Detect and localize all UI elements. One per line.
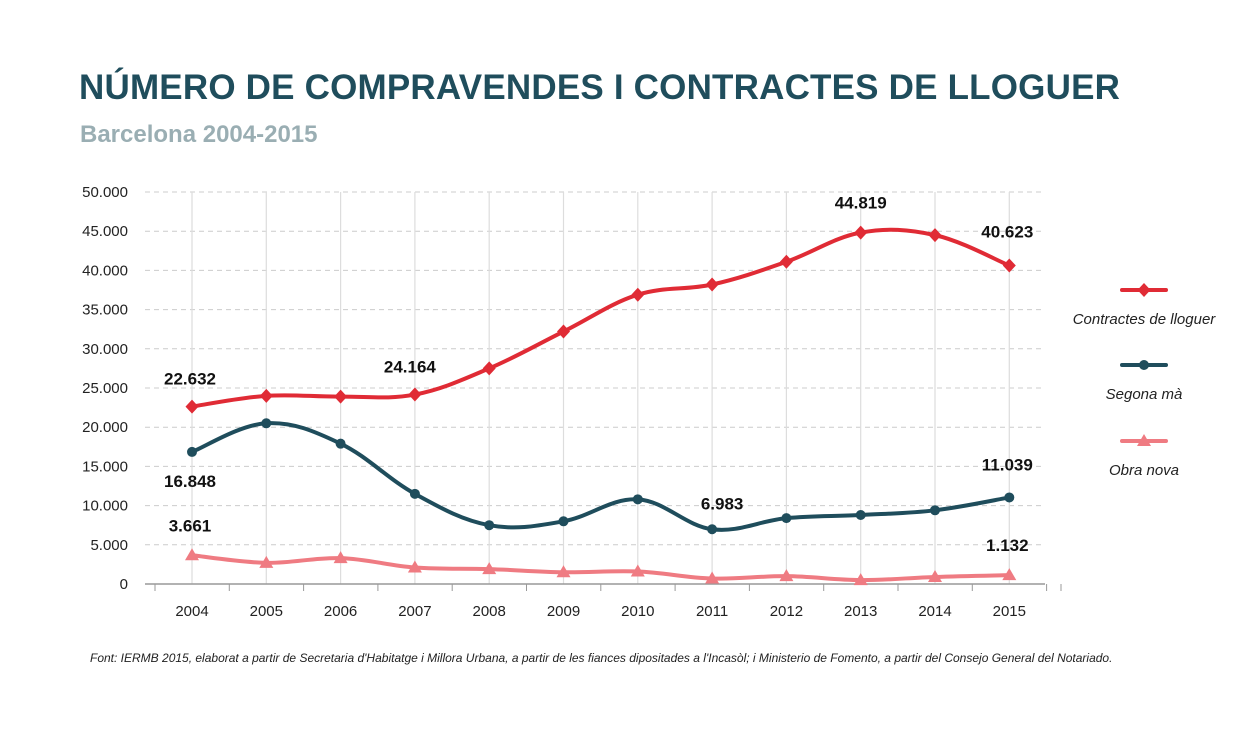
data-label: 3.661 <box>169 516 212 535</box>
data-point <box>854 225 868 240</box>
data-point <box>484 520 495 531</box>
data-point <box>630 564 645 577</box>
y-tick-label: 5.000 <box>90 537 128 554</box>
legend-marker <box>1137 283 1151 297</box>
data-label: 11.039 <box>982 455 1033 474</box>
data-point <box>928 228 942 243</box>
data-point <box>187 446 197 457</box>
legend-marker <box>1139 360 1149 370</box>
x-tick-label: 2009 <box>547 603 580 620</box>
x-tick-label: 2010 <box>621 603 654 620</box>
y-tick-label: 15.000 <box>82 458 128 475</box>
x-tick-label: 2006 <box>324 603 357 620</box>
data-point <box>335 438 346 449</box>
x-tick-label: 2012 <box>770 603 803 620</box>
x-tick-label: 2013 <box>844 603 877 620</box>
series-group <box>185 225 1017 586</box>
legend-item: Segona mà <box>1106 360 1183 403</box>
data-point <box>1002 568 1017 581</box>
grid <box>145 191 1045 584</box>
chart-title: NÚMERO DE COMPRAVENDES I CONTRACTES DE L… <box>79 68 1121 107</box>
data-point <box>855 510 866 521</box>
x-tick-label: 2008 <box>473 603 506 620</box>
data-point <box>781 513 792 524</box>
x-axis: 2004 2005 2006 2007 2008 2009 2010 2011 2012 2013… <box>145 583 1062 620</box>
y-tick-label: 50.000 <box>82 184 128 201</box>
data-point <box>482 361 496 376</box>
source-note: Font: IERMB 2015, elaborat a partir de S… <box>90 651 1113 665</box>
data-label: 24.164 <box>384 358 437 377</box>
legend-label: Segona mà <box>1106 386 1183 403</box>
data-point <box>705 571 720 584</box>
data-point <box>407 560 422 573</box>
data-point <box>1004 492 1015 503</box>
x-tick-label: 2015 <box>993 603 1026 620</box>
series-line <box>190 553 1012 583</box>
data-point <box>930 505 940 516</box>
data-point <box>558 516 569 527</box>
data-label: 16.848 <box>164 472 216 491</box>
y-tick-label: 0 <box>120 576 128 593</box>
series-segona-m- <box>187 418 1015 535</box>
data-point <box>185 548 199 561</box>
data-point <box>1002 258 1016 273</box>
data-point <box>928 569 942 582</box>
line-chart: 0 5.000 10.000 15.000 20.000 25.000 30.000 35.0… <box>82 184 1217 620</box>
y-tick-label: 40.000 <box>82 262 128 279</box>
data-point <box>261 418 272 429</box>
x-tick-label: 2005 <box>250 603 283 620</box>
series-line <box>190 421 1012 532</box>
data-label: 40.623 <box>981 223 1033 242</box>
data-point <box>334 389 348 404</box>
y-tick-label: 10.000 <box>82 498 128 515</box>
data-point <box>631 287 645 302</box>
x-tick-label: 2014 <box>918 603 951 620</box>
y-tick-label: 20.000 <box>82 419 128 436</box>
data-point <box>409 488 420 499</box>
series-line <box>190 227 1012 409</box>
data-label: 22.632 <box>164 370 216 389</box>
data-point <box>259 388 273 403</box>
data-point <box>185 399 199 414</box>
legend: Contractes de lloguer Segona mà Obra nova <box>1073 283 1217 479</box>
data-point <box>557 324 570 339</box>
data-label: 6.983 <box>701 494 744 513</box>
data-point <box>482 562 497 575</box>
data-label: 44.819 <box>835 194 887 213</box>
legend-item: Obra nova <box>1109 434 1179 479</box>
legend-item: Contractes de lloguer <box>1073 283 1217 328</box>
data-point <box>779 254 793 269</box>
series-obra-nova <box>185 548 1017 586</box>
y-tick-label: 45.000 <box>82 223 128 240</box>
legend-marker <box>1137 434 1151 446</box>
y-tick-label: 35.000 <box>82 302 128 319</box>
y-axis: 0 5.000 10.000 15.000 20.000 25.000 30.000 35.0… <box>82 184 128 593</box>
series-contractes-de-lloguer <box>185 225 1016 414</box>
y-tick-label: 30.000 <box>82 341 128 358</box>
data-point <box>632 494 643 505</box>
data-point <box>707 524 718 535</box>
data-point <box>333 551 348 564</box>
data-label: 1.132 <box>986 536 1029 555</box>
data-point <box>853 573 868 586</box>
x-tick-label: 2004 <box>175 603 208 620</box>
x-tick-label: 2011 <box>696 603 728 620</box>
legend-label: Obra nova <box>1109 462 1179 479</box>
x-tick-label: 2007 <box>398 603 431 620</box>
data-point <box>556 565 571 578</box>
chart-subtitle: Barcelona 2004-2015 <box>80 121 318 148</box>
data-point <box>779 569 794 582</box>
y-tick-label: 25.000 <box>82 380 128 397</box>
data-point <box>408 387 422 402</box>
data-labels: 3.661 1.132 16.848 6.983 11.039 22.632 24.164 4… <box>164 194 1033 556</box>
data-point <box>705 277 719 292</box>
data-point <box>259 555 274 568</box>
legend-label: Contractes de lloguer <box>1073 311 1217 328</box>
